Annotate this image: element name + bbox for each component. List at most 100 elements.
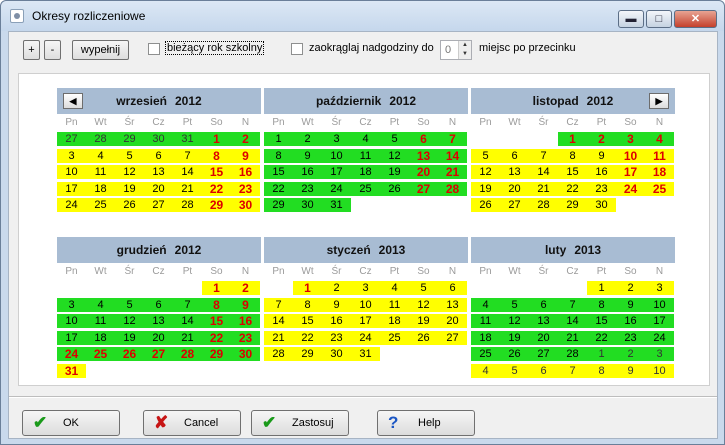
- calendar-day[interactable]: 1: [587, 347, 616, 361]
- fill-button[interactable]: wypełnij: [72, 40, 129, 60]
- calendar-day[interactable]: 25: [86, 198, 115, 212]
- calendar-day[interactable]: 3: [351, 281, 380, 295]
- calendar-day[interactable]: 12: [471, 165, 500, 179]
- calendar-day[interactable]: 10: [57, 314, 86, 328]
- calendar-day[interactable]: 5: [409, 281, 438, 295]
- calendar-day[interactable]: 11: [471, 314, 500, 328]
- calendar-day[interactable]: 19: [115, 330, 144, 345]
- calendar-day[interactable]: 11: [645, 148, 674, 163]
- calendar-day[interactable]: 29: [293, 347, 322, 361]
- calendar-day[interactable]: 11: [380, 297, 409, 312]
- calendar-day[interactable]: 7: [438, 132, 467, 146]
- calendar-day[interactable]: 15: [202, 165, 231, 179]
- calendar-day[interactable]: 17: [57, 330, 86, 345]
- calendar-day[interactable]: 27: [144, 198, 173, 212]
- calendar-day[interactable]: 2: [231, 281, 260, 295]
- calendar-day[interactable]: 17: [616, 165, 645, 179]
- calendar-day[interactable]: 16: [587, 165, 616, 179]
- calendar-day[interactable]: 26: [380, 181, 409, 196]
- calendar-day[interactable]: 16: [231, 314, 260, 328]
- calendar-day[interactable]: 27: [144, 347, 173, 361]
- calendar-day[interactable]: 8: [202, 148, 231, 163]
- calendar-day[interactable]: 8: [202, 297, 231, 312]
- round-overtime-checkbox[interactable]: [291, 43, 303, 55]
- calendar-day[interactable]: 7: [264, 297, 293, 312]
- calendar-day[interactable]: 22: [202, 181, 231, 196]
- calendar-day[interactable]: 6: [144, 148, 173, 163]
- calendar-day[interactable]: 23: [231, 181, 260, 196]
- calendar-day[interactable]: 25: [380, 330, 409, 345]
- calendar-day[interactable]: 26: [409, 330, 438, 345]
- calendar-day[interactable]: 28: [558, 347, 587, 361]
- calendar-day[interactable]: 23: [616, 330, 645, 345]
- calendar-day[interactable]: 15: [558, 165, 587, 179]
- calendar-day[interactable]: 1: [264, 132, 293, 146]
- apply-button[interactable]: ✔ Zastosuj: [251, 410, 349, 436]
- calendar-day[interactable]: 28: [86, 132, 115, 146]
- calendar-day[interactable]: 27: [438, 330, 467, 345]
- calendar-day[interactable]: 18: [380, 314, 409, 328]
- calendar-day[interactable]: 27: [500, 198, 529, 212]
- calendar-day[interactable]: 29: [202, 198, 231, 212]
- calendar-day[interactable]: 9: [587, 148, 616, 163]
- calendar-day[interactable]: 22: [293, 330, 322, 345]
- calendar-day[interactable]: 8: [558, 148, 587, 163]
- calendar-day[interactable]: 19: [115, 181, 144, 196]
- calendar-day[interactable]: 27: [57, 132, 86, 146]
- calendar-day[interactable]: 20: [529, 330, 558, 345]
- calendar-day[interactable]: 25: [645, 181, 674, 196]
- calendar-day[interactable]: 9: [322, 297, 351, 312]
- calendar-day[interactable]: 19: [380, 165, 409, 179]
- calendar-day[interactable]: 31: [322, 198, 351, 212]
- calendar-day[interactable]: 7: [173, 297, 202, 312]
- calendar-day[interactable]: 18: [86, 181, 115, 196]
- calendar-day[interactable]: 30: [231, 198, 260, 212]
- calendar-day[interactable]: 23: [587, 181, 616, 196]
- calendar-day[interactable]: 30: [231, 347, 260, 361]
- decimal-places-value[interactable]: 0: [445, 44, 452, 56]
- calendar-day[interactable]: 4: [645, 132, 674, 146]
- cancel-button[interactable]: ✘ Cancel: [143, 410, 241, 436]
- title-bar[interactable]: Okresy rozliczeniowe ▬ □ ✕: [1, 1, 724, 31]
- calendar-day[interactable]: 12: [409, 297, 438, 312]
- calendar-day[interactable]: 29: [264, 198, 293, 212]
- calendar-day[interactable]: 2: [616, 281, 645, 295]
- calendar-day[interactable]: 15: [587, 314, 616, 328]
- calendar-day[interactable]: 21: [529, 181, 558, 196]
- spinner-up-icon[interactable]: ▲: [458, 41, 471, 50]
- calendar-day[interactable]: 11: [86, 165, 115, 179]
- calendar-day[interactable]: 5: [471, 148, 500, 163]
- calendar-day[interactable]: 10: [616, 148, 645, 163]
- calendar-day[interactable]: 30: [322, 347, 351, 361]
- calendar-day[interactable]: 8: [293, 297, 322, 312]
- calendar-day[interactable]: 21: [438, 165, 467, 179]
- calendar-day[interactable]: 4: [471, 363, 500, 378]
- calendar-day[interactable]: 1: [293, 281, 322, 295]
- calendar-day[interactable]: 19: [471, 181, 500, 196]
- calendar-day[interactable]: 6: [529, 363, 558, 378]
- calendar-day[interactable]: 18: [645, 165, 674, 179]
- calendar-day[interactable]: 27: [529, 347, 558, 361]
- calendar-day[interactable]: 13: [409, 148, 438, 163]
- calendar-day[interactable]: 8: [264, 148, 293, 163]
- calendar-day[interactable]: 10: [351, 297, 380, 312]
- calendar-day[interactable]: 2: [322, 281, 351, 295]
- ok-button[interactable]: ✔ OK: [22, 410, 120, 436]
- calendar-day[interactable]: 28: [529, 198, 558, 212]
- calendar-day[interactable]: 6: [144, 297, 173, 312]
- round-overtime-label[interactable]: zaokrąglaj nadgodziny do: [309, 42, 434, 54]
- calendar-day[interactable]: 17: [645, 314, 674, 328]
- calendar-day[interactable]: 28: [173, 198, 202, 212]
- calendar-day[interactable]: 7: [173, 148, 202, 163]
- calendar-day[interactable]: 20: [500, 181, 529, 196]
- close-button[interactable]: ✕: [674, 10, 717, 28]
- calendar-day[interactable]: 4: [351, 132, 380, 146]
- calendar-day[interactable]: 8: [587, 297, 616, 312]
- calendar-day[interactable]: 9: [293, 148, 322, 163]
- calendar-day[interactable]: 24: [616, 181, 645, 196]
- calendar-day[interactable]: 5: [115, 148, 144, 163]
- calendar-day[interactable]: 19: [409, 314, 438, 328]
- maximize-button[interactable]: □: [646, 10, 672, 28]
- prev-month-button[interactable]: ◀: [63, 93, 83, 109]
- calendar-day[interactable]: 19: [500, 330, 529, 345]
